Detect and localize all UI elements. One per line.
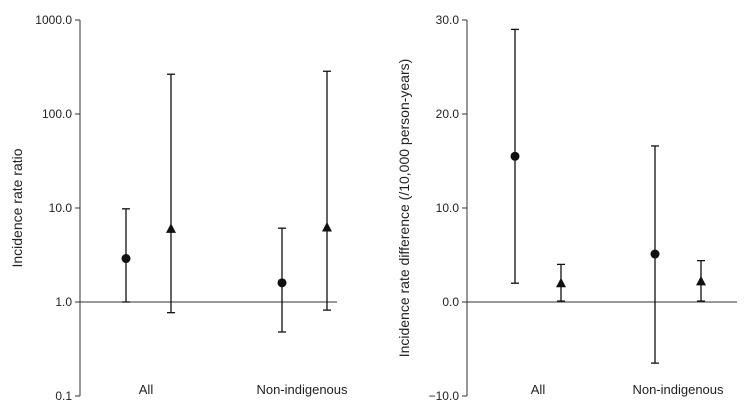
category-label: All	[531, 382, 546, 397]
y-tick-label: −10.0	[429, 389, 460, 403]
circle-point	[650, 249, 660, 259]
y-tick-label: 0.1	[55, 389, 72, 403]
category-label: All	[139, 382, 154, 397]
rate-difference-panel: −10.0 0.0 10.0 20.0 30.0 Incidence rate diffe…	[396, 13, 737, 403]
circle-point	[121, 254, 131, 264]
y-tick-label: 20.0	[436, 107, 460, 121]
rate-ratio-panel: 0.1 1.0 10.0 100.0 1000.0 Incidence rate rati…	[9, 13, 348, 403]
triangle-point	[166, 223, 176, 233]
y-tick-label: 30.0	[436, 13, 460, 27]
category-label: Non-indigenous	[632, 382, 724, 397]
triangle-point	[556, 277, 566, 288]
y-tick-label: 10.0	[436, 201, 460, 215]
y-tick-label: 10.0	[49, 201, 73, 215]
y-tick-label: 0.0	[442, 295, 459, 309]
triangle-point	[696, 275, 706, 286]
circle-point	[510, 151, 520, 161]
y-axis-title: Incidence rate ratio	[9, 148, 25, 267]
circle-point	[277, 278, 287, 288]
category-label: Non-indigenous	[256, 382, 348, 397]
y-axis-title: Incidence rate difference (/10,000 perso…	[396, 59, 412, 358]
y-tick-label: 1000.0	[35, 13, 72, 27]
y-tick-label: 1.0	[55, 295, 72, 309]
y-tick-label: 100.0	[42, 107, 72, 121]
triangle-point	[322, 222, 332, 232]
